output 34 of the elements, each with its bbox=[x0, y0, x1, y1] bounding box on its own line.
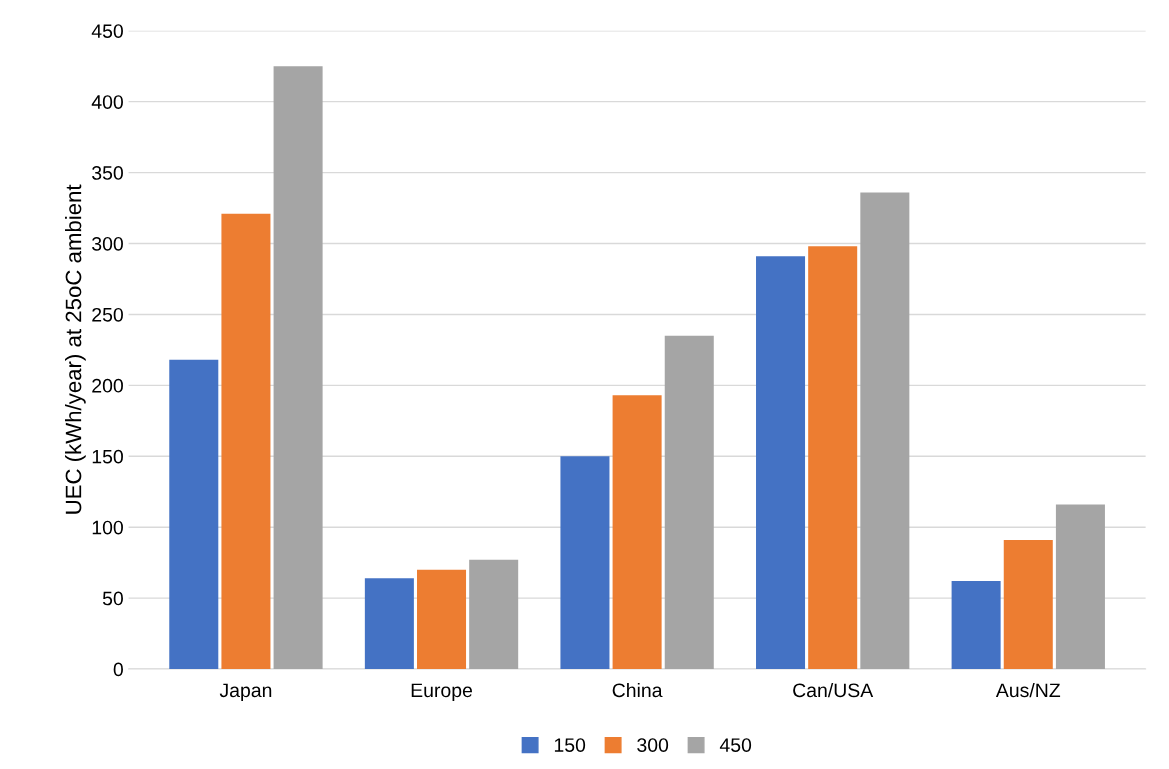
x-tick-label: Europe bbox=[411, 683, 473, 702]
bar bbox=[756, 256, 806, 670]
bar bbox=[364, 578, 414, 670]
y-tick-label: 450 bbox=[91, 24, 123, 38]
y-tick-label: 100 bbox=[92, 520, 123, 535]
bar bbox=[860, 192, 910, 670]
y-axis-title: UEC (kWh/year) at 25oC ambient bbox=[65, 184, 86, 514]
bar bbox=[664, 335, 714, 670]
y-tick-label: 50 bbox=[102, 591, 123, 606]
legend-label: 450 bbox=[719, 738, 752, 752]
legend-label: 150 bbox=[554, 738, 586, 752]
bar bbox=[560, 456, 610, 670]
y-tick-label: 350 bbox=[92, 166, 123, 180]
y-tick-label: 400 bbox=[91, 95, 123, 109]
bar bbox=[417, 569, 467, 670]
x-tick-label: China bbox=[612, 682, 663, 698]
x-tick-label: Can/USA bbox=[793, 682, 874, 698]
bar bbox=[273, 66, 323, 670]
bar bbox=[808, 246, 858, 670]
y-tick-label: 0 bbox=[113, 662, 123, 677]
x-tick-label: Aus/NZ bbox=[995, 682, 1061, 698]
bar bbox=[1055, 504, 1105, 670]
x-tick-label: Japan bbox=[219, 683, 272, 702]
legend-label: 300 bbox=[637, 738, 669, 752]
bar bbox=[612, 395, 662, 670]
bar bbox=[1003, 539, 1053, 670]
bar bbox=[951, 581, 1001, 670]
y-tick-label: 200 bbox=[92, 378, 123, 393]
y-tick-label: 250 bbox=[92, 307, 123, 322]
bar bbox=[221, 213, 271, 670]
bar bbox=[469, 559, 519, 670]
y-tick-label: 150 bbox=[92, 449, 123, 464]
y-tick-label: 300 bbox=[92, 236, 123, 251]
bar bbox=[169, 359, 219, 670]
